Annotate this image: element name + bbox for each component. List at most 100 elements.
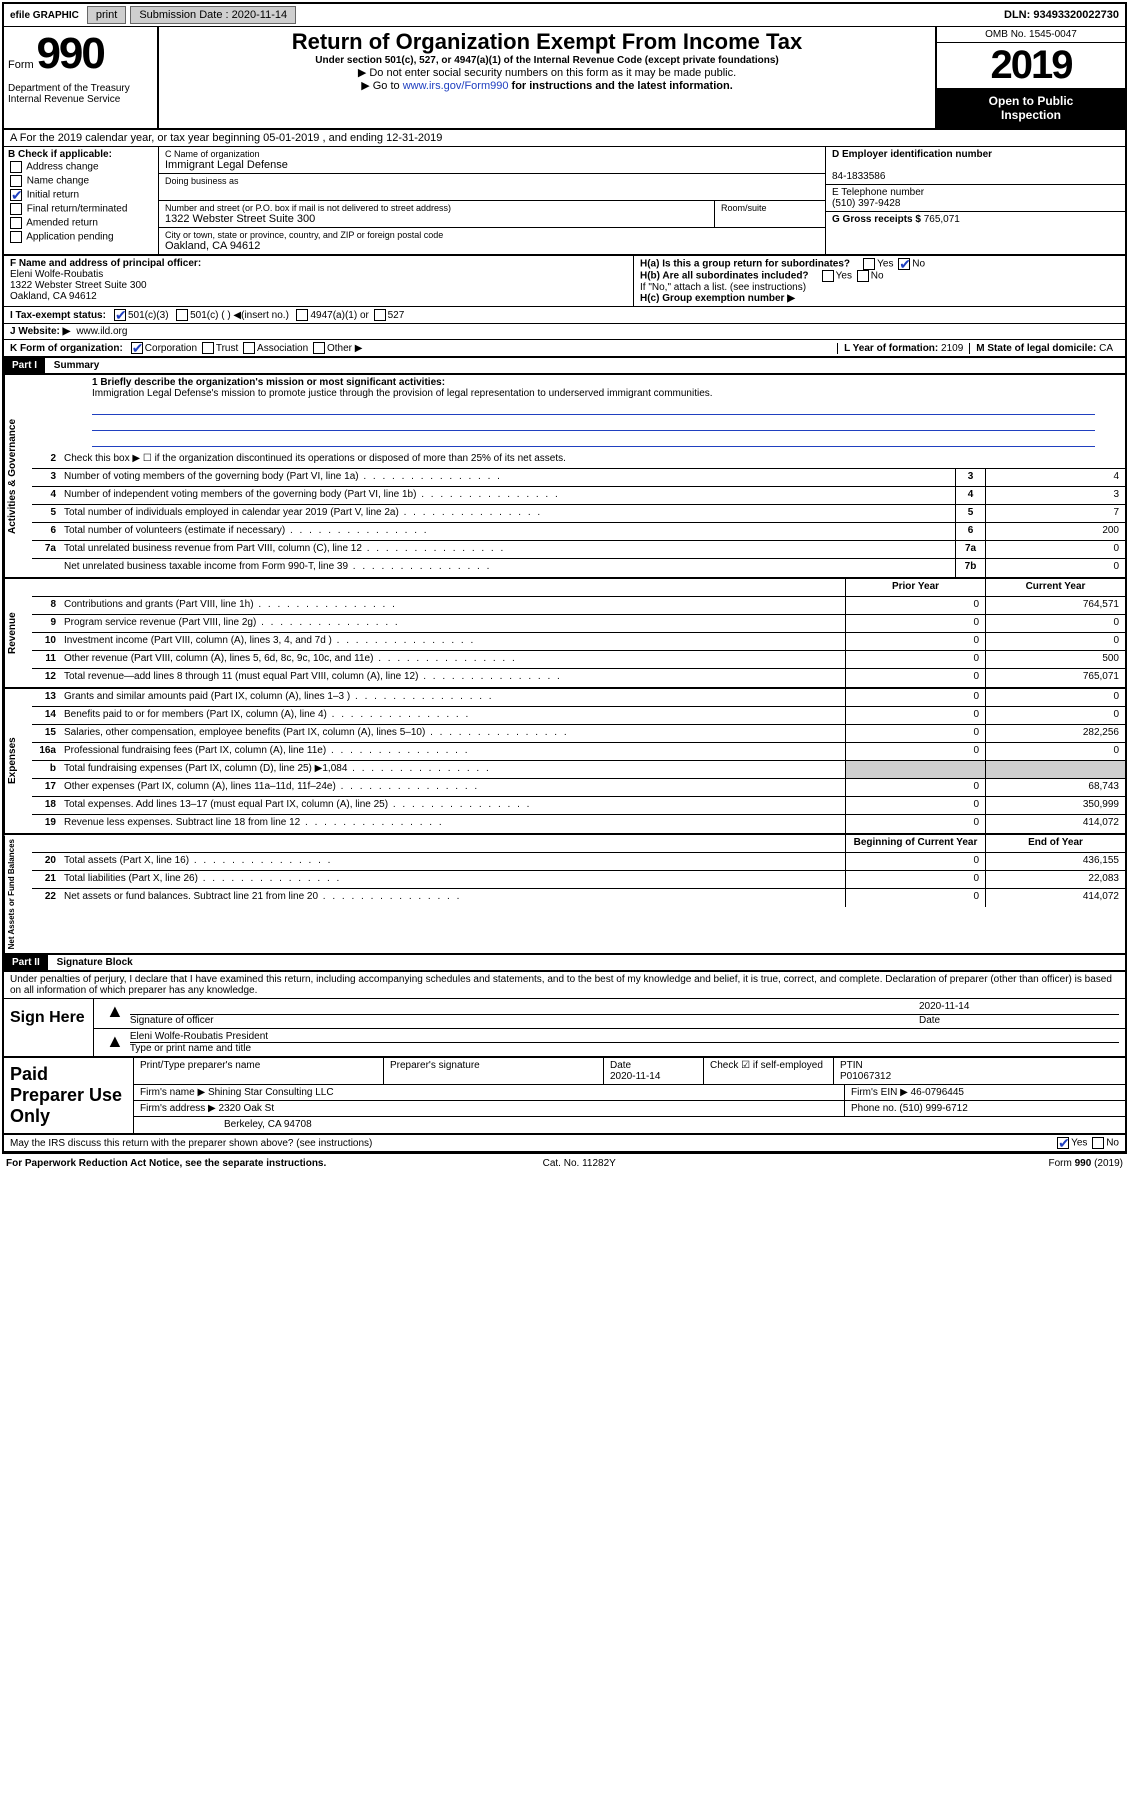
firm-addr-cell: Firm's address ▶ 2320 Oak St (134, 1101, 845, 1116)
section-m: M State of legal domicile: CA (969, 343, 1119, 354)
chk-discuss-no[interactable] (1092, 1137, 1104, 1149)
table-row: 9Program service revenue (Part VIII, lin… (32, 615, 1125, 633)
gov-rows: 1 Briefly describe the organization's mi… (32, 375, 1125, 577)
table-row: 5Total number of individuals employed in… (32, 505, 1125, 523)
sig-date: 2020-11-14 Date (919, 1001, 1119, 1026)
section-a: A For the 2019 calendar year, or tax yea… (4, 130, 1125, 147)
print-button[interactable]: print (87, 6, 126, 24)
part-1-header: Part I Summary (4, 358, 1125, 375)
subtitle-3: ▶ Go to www.irs.gov/Form990 for instruct… (165, 79, 929, 92)
subtitle-1: Under section 501(c), 527, or 4947(a)(1)… (165, 55, 929, 66)
paid-preparer-label: Paid Preparer Use Only (4, 1058, 134, 1133)
firm-name-cell: Firm's name ▶ Shining Star Consulting LL… (134, 1085, 845, 1100)
self-emp-cell: Check ☑ if self-employed (704, 1058, 834, 1084)
table-row: 17Other expenses (Part IX, column (A), l… (32, 779, 1125, 797)
chk-name[interactable]: Name change (8, 174, 154, 188)
chk-trust[interactable] (202, 342, 214, 354)
paperwork-notice: For Paperwork Reduction Act Notice, see … (6, 1158, 326, 1169)
chk-address[interactable]: Address change (8, 160, 154, 174)
firm-city: Berkeley, CA 94708 (134, 1117, 1125, 1132)
table-row: 20Total assets (Part X, line 16)0436,155 (32, 853, 1125, 871)
table-row: 7aTotal unrelated business revenue from … (32, 541, 1125, 559)
ein-cell: D Employer identification number 84-1833… (826, 147, 1125, 185)
table-row: 4Number of independent voting members of… (32, 487, 1125, 505)
chk-501c3[interactable] (114, 309, 126, 321)
prep-row-1: Print/Type preparer's name Preparer's si… (134, 1058, 1125, 1085)
officer-cell: F Name and address of principal officer:… (4, 256, 634, 306)
chk-527[interactable] (374, 309, 386, 321)
section-i: I Tax-exempt status: 501(c)(3) 501(c) ( … (4, 307, 1125, 324)
section-j: J Website: ▶ www.ild.org (4, 324, 1125, 340)
prep-sig-cell: Preparer's signature (384, 1058, 604, 1084)
street-cell: Number and street (or P.O. box if mail i… (159, 201, 715, 227)
form-number: 990 (36, 29, 103, 78)
year-column: OMB No. 1545-0047 2019 Open to Public In… (935, 27, 1125, 128)
h-note: If "No," attach a list. (see instruction… (640, 282, 1119, 293)
prep-row-4: Berkeley, CA 94708 (134, 1117, 1125, 1132)
ptin-cell: PTIN P01067312 (834, 1058, 1125, 1084)
table-row: 15Salaries, other compensation, employee… (32, 725, 1125, 743)
table-row: 21Total liabilities (Part X, line 26)022… (32, 871, 1125, 889)
section-c-block: C Name of organization Immigrant Legal D… (159, 147, 825, 254)
line-2: 2Check this box ▶ ☐ if the organization … (32, 451, 1125, 469)
section-h: H(a) Is this a group return for subordin… (634, 256, 1125, 306)
omb-number: OMB No. 1545-0047 (937, 27, 1125, 43)
table-row: Net unrelated business taxable income fr… (32, 559, 1125, 577)
sign-fields: ▲ Signature of officer 2020-11-14 Date ▲… (94, 999, 1125, 1056)
net-header: Beginning of Current Year End of Year (32, 835, 1125, 853)
chk-initial[interactable]: Initial return (8, 188, 154, 202)
table-row: 6Total number of volunteers (estimate if… (32, 523, 1125, 541)
chk-final[interactable]: Final return/terminated (8, 202, 154, 216)
section-l: L Year of formation: 2109 (837, 343, 969, 354)
h-c: H(c) Group exemption number ▶ (640, 293, 1119, 304)
section-b-checkboxes: B Check if applicable: Address change Na… (4, 147, 159, 254)
irs-link[interactable]: www.irs.gov/Form990 (403, 80, 509, 92)
prep-name-cell: Print/Type preparer's name (134, 1058, 384, 1084)
vlabel-net: Net Assets or Fund Balances (4, 835, 32, 953)
chk-501c[interactable] (176, 309, 188, 321)
table-row: 12Total revenue—add lines 8 through 11 (… (32, 669, 1125, 687)
form-ref: Form 990 (2019) (1049, 1158, 1123, 1169)
chk-4947[interactable] (296, 309, 308, 321)
dba-cell: Doing business as (159, 174, 825, 201)
paid-preparer-block: Paid Preparer Use Only Print/Type prepar… (4, 1058, 1125, 1135)
room-cell: Room/suite (715, 201, 825, 227)
sign-here-block: Sign Here ▲ Signature of officer 2020-11… (4, 999, 1125, 1058)
prep-date-cell: Date 2020-11-14 (604, 1058, 704, 1084)
chk-discuss-yes[interactable] (1057, 1137, 1069, 1149)
street-row: Number and street (or P.O. box if mail i… (159, 201, 825, 228)
table-row: 13Grants and similar amounts paid (Part … (32, 689, 1125, 707)
rev-header: Prior Year Current Year (32, 579, 1125, 597)
table-row: bTotal fundraising expenses (Part IX, co… (32, 761, 1125, 779)
h-b: H(b) Are all subordinates included? Yes … (640, 270, 1119, 282)
public-inspection-badge: Open to Public Inspection (937, 88, 1125, 128)
chk-amended[interactable]: Amended return (8, 216, 154, 230)
dept-label: Department of the Treasury Internal Reve… (8, 79, 153, 105)
table-row: 22Net assets or fund balances. Subtract … (32, 889, 1125, 907)
top-toolbar: efile GRAPHIC print Submission Date : 20… (4, 4, 1125, 27)
arrow-icon: ▲ (100, 1001, 130, 1026)
sig-row-2: ▲ Eleni Wolfe-Roubatis President Type or… (94, 1029, 1125, 1056)
officer-signature-line[interactable]: Signature of officer (130, 1001, 919, 1026)
chk-application[interactable]: Application pending (8, 230, 154, 244)
form-990-page: efile GRAPHIC print Submission Date : 20… (2, 2, 1127, 1154)
section-f-h: F Name and address of principal officer:… (4, 256, 1125, 307)
table-row: 14Benefits paid to or for members (Part … (32, 707, 1125, 725)
cat-no: Cat. No. 11282Y (543, 1158, 616, 1169)
chk-other[interactable] (313, 342, 325, 354)
rev-rows: Prior Year Current Year 8Contributions a… (32, 579, 1125, 687)
tax-year: 2019 (937, 43, 1125, 88)
officer-name-line: Eleni Wolfe-Roubatis President Type or p… (130, 1031, 1119, 1054)
vlabel-expenses: Expenses (4, 689, 32, 833)
discuss-yesno: Yes No (1055, 1137, 1119, 1149)
subtitle-2: ▶ Do not enter social security numbers o… (165, 66, 929, 79)
net-grid: Net Assets or Fund Balances Beginning of… (4, 835, 1125, 955)
net-rows: Beginning of Current Year End of Year 20… (32, 835, 1125, 953)
vlabel-revenue: Revenue (4, 579, 32, 687)
table-row: 19Revenue less expenses. Subtract line 1… (32, 815, 1125, 833)
chk-assoc[interactable] (243, 342, 255, 354)
sig-row-1: ▲ Signature of officer 2020-11-14 Date (94, 999, 1125, 1029)
chk-corp[interactable] (131, 342, 143, 354)
submission-date-button[interactable]: Submission Date : 2020-11-14 (130, 6, 296, 24)
b-label: B Check if applicable: (8, 149, 112, 160)
